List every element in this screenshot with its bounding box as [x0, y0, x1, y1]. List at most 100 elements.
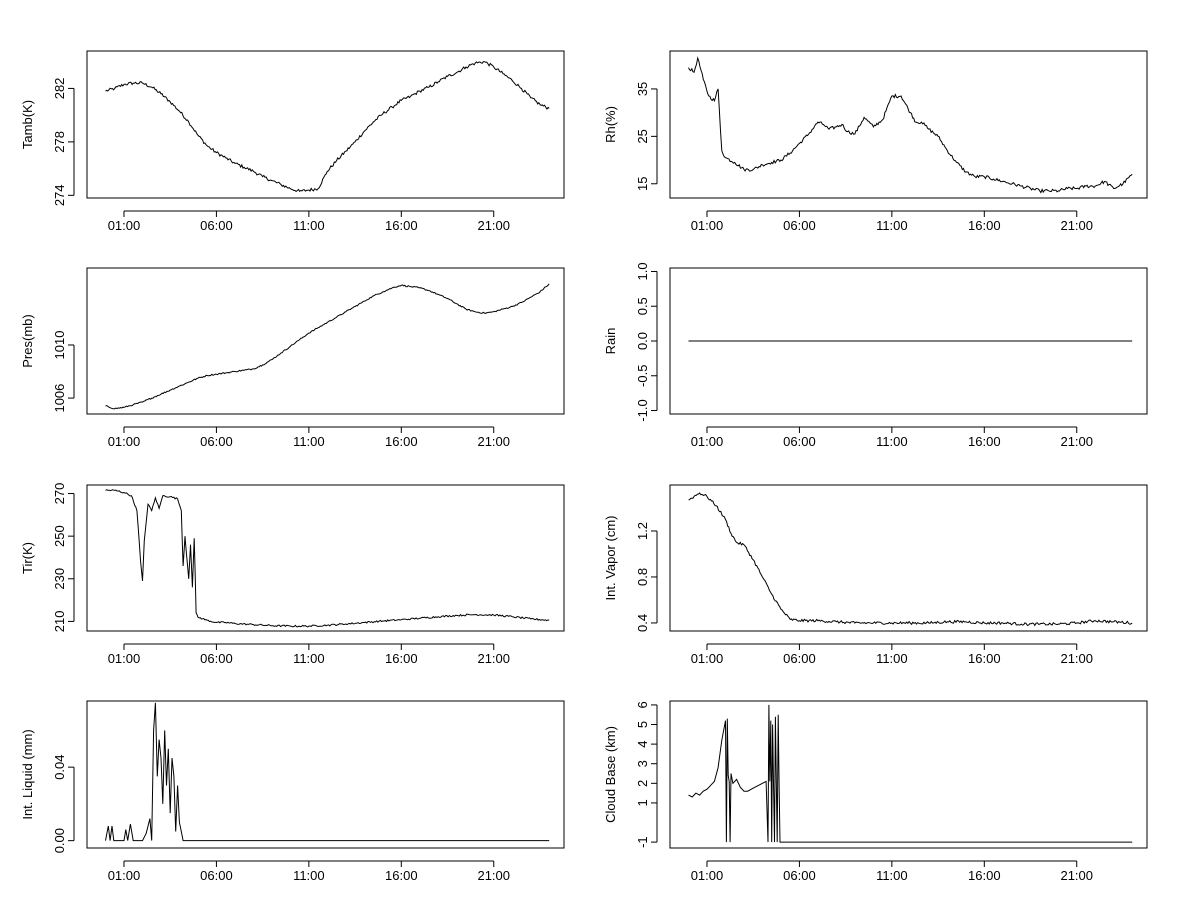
series-line-rh	[688, 56, 1133, 194]
x-tick-label: 01:00	[691, 868, 724, 883]
x-tick-label: 06:00	[200, 218, 233, 233]
y-axis-title: Rain	[603, 328, 618, 355]
x-tick-label: 21:00	[1060, 434, 1093, 449]
x-tick-label: 11:00	[293, 868, 325, 883]
y-tick-label: 1.2	[635, 522, 650, 540]
y-tick-label: 274	[52, 184, 67, 206]
x-tick-label: 21:00	[477, 218, 510, 233]
y-tick-label: 230	[52, 568, 67, 590]
x-tick-label: 16:00	[385, 868, 418, 883]
y-tick-label: 1006	[52, 384, 67, 413]
x-tick-label: 01:00	[108, 651, 141, 666]
y-axis-title: Cloud Base (km)	[603, 726, 618, 823]
series-line-tamb	[105, 61, 550, 193]
x-tick-label: 21:00	[477, 434, 510, 449]
x-tick-label: 16:00	[968, 868, 1001, 883]
x-tick-label: 16:00	[385, 218, 418, 233]
x-tick-label: 16:00	[968, 218, 1001, 233]
y-tick-label: 1.0	[635, 262, 650, 280]
plot-frame	[669, 267, 1148, 415]
y-tick-label: 250	[52, 525, 67, 547]
plot-frame	[86, 267, 565, 415]
y-tick-label: 5	[635, 721, 650, 728]
plot-frame	[669, 50, 1148, 199]
y-tick-label: 15	[635, 177, 650, 191]
panel-8: 01:00 06:00 11:00 16:00 21:00 -1 1 2 3 4 5 6 Cloud B…	[603, 700, 1148, 883]
x-tick-label: 16:00	[968, 434, 1001, 449]
x-tick-label: 01:00	[691, 218, 724, 233]
series-line-tir	[105, 489, 550, 628]
y-tick-label: 4	[635, 741, 650, 748]
y-tick-label: 1010	[52, 331, 67, 360]
x-tick-label: 11:00	[876, 218, 908, 233]
y-tick-label: 0.5	[635, 297, 650, 315]
y-tick-label: 0.04	[52, 754, 67, 779]
y-tick-label: 2	[635, 780, 650, 787]
x-tick-label: 06:00	[783, 434, 816, 449]
x-tick-label: 21:00	[1060, 218, 1093, 233]
y-tick-label: 210	[52, 611, 67, 633]
x-tick-label: 21:00	[1060, 868, 1093, 883]
panel-5: 01:00 06:00 11:00 16:00 21:00 210 230 250 270 Tir…	[20, 483, 565, 666]
x-tick-label: 06:00	[200, 434, 233, 449]
x-tick-label: 01:00	[108, 868, 141, 883]
plot-frame	[669, 484, 1148, 632]
panel-1: 01:00 06:00 11:00 16:00 21:00 274 278 282 Tamb(K…	[20, 50, 565, 233]
x-tick-label: 16:00	[968, 651, 1001, 666]
y-tick-label: 3	[635, 760, 650, 767]
x-tick-label: 11:00	[293, 218, 325, 233]
x-tick-label: 01:00	[691, 651, 724, 666]
y-tick-label: 6	[635, 701, 650, 708]
x-tick-label: 01:00	[108, 434, 141, 449]
x-tick-label: 11:00	[876, 434, 908, 449]
x-tick-label: 16:00	[385, 651, 418, 666]
panel-6: 01:00 06:00 11:00 16:00 21:00 0.4 0.8 1.2 Int. V…	[603, 484, 1148, 666]
x-tick-label: 11:00	[876, 868, 908, 883]
x-tick-label: 01:00	[691, 434, 724, 449]
y-axis-title: Rh(%)	[603, 106, 618, 143]
x-tick-label: 21:00	[1060, 651, 1093, 666]
panel-7: 01:00 06:00 11:00 16:00 21:00 0.00 0.04 Int. Li…	[20, 700, 565, 883]
x-tick-label: 16:00	[385, 434, 418, 449]
x-tick-label: 11:00	[876, 651, 908, 666]
y-tick-label: -0.5	[635, 365, 650, 387]
x-tick-label: 21:00	[477, 651, 510, 666]
x-tick-label: 06:00	[783, 868, 816, 883]
y-tick-label: 0.0	[635, 332, 650, 350]
y-tick-label: 0.8	[635, 568, 650, 586]
y-axis-title: Pres(mb)	[20, 314, 35, 367]
x-tick-label: 21:00	[477, 868, 510, 883]
plot-frame	[86, 484, 565, 632]
y-tick-label: 278	[52, 131, 67, 153]
series-line-pres	[105, 283, 550, 410]
y-tick-label: 25	[635, 129, 650, 143]
y-axis-title: Tamb(K)	[20, 100, 35, 149]
y-tick-label: 270	[52, 483, 67, 505]
y-axis-title: Tir(K)	[20, 542, 35, 574]
series-line-int-vapor	[688, 492, 1133, 627]
y-tick-label: -1	[635, 836, 650, 848]
x-tick-label: 06:00	[200, 651, 233, 666]
y-tick-label: 282	[52, 78, 67, 100]
plot-frame	[86, 700, 565, 849]
y-tick-label: 0.4	[635, 614, 650, 632]
x-tick-label: 06:00	[783, 651, 816, 666]
x-tick-label: 06:00	[200, 868, 233, 883]
plot-frame	[669, 700, 1148, 849]
plot-frame	[86, 50, 565, 199]
panel-4: 01:00 06:00 11:00 16:00 21:00 -1.0 -0.5 0.0 0.5 1…	[603, 262, 1148, 449]
panel-3: 01:00 06:00 11:00 16:00 21:00 1006 1010 Pres(mb…	[20, 267, 565, 449]
y-axis-title: Int. Vapor (cm)	[603, 515, 618, 600]
x-tick-label: 11:00	[293, 434, 325, 449]
y-tick-label: 0.00	[52, 828, 67, 853]
x-tick-label: 01:00	[108, 218, 141, 233]
y-axis-title: Int. Liquid (mm)	[20, 729, 35, 819]
series-line-cloud-base	[688, 704, 1133, 843]
x-tick-label: 06:00	[783, 218, 816, 233]
series-line-int-liquid	[105, 702, 550, 842]
y-tick-label: 1	[635, 799, 650, 806]
y-tick-label: 35	[635, 82, 650, 96]
panel-2: 01:00 06:00 11:00 16:00 21:00 15 25 35 Rh(%)	[603, 50, 1148, 233]
